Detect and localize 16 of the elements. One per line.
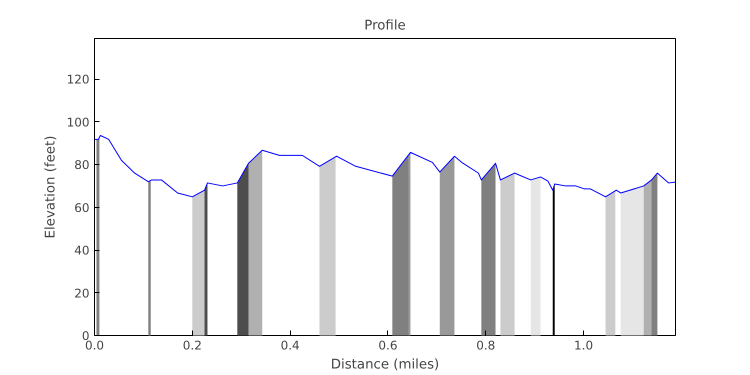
- y-tick-label: 100: [66, 115, 90, 130]
- x-tick-label: 0.8: [476, 338, 496, 352]
- y-tick-label: 40: [74, 244, 90, 258]
- y-axis-title: Elevation (feet): [44, 136, 59, 238]
- x-tick-label: 0.6: [378, 338, 398, 352]
- x-axis-title: Distance (miles): [330, 358, 440, 372]
- x-tick-label: 1.0: [574, 338, 594, 352]
- chart-title: Profile: [364, 18, 406, 34]
- y-tick-label: 80: [74, 158, 90, 172]
- line-series: [94, 135, 676, 198]
- y-tick-label: 20: [74, 286, 90, 300]
- x-tick-label: 0.0: [84, 338, 104, 352]
- y-tick-label: 120: [66, 72, 90, 87]
- x-tick-label: 0.2: [182, 338, 202, 352]
- x-tick-label: 0.4: [280, 338, 300, 352]
- y-tick-label: 60: [74, 200, 90, 215]
